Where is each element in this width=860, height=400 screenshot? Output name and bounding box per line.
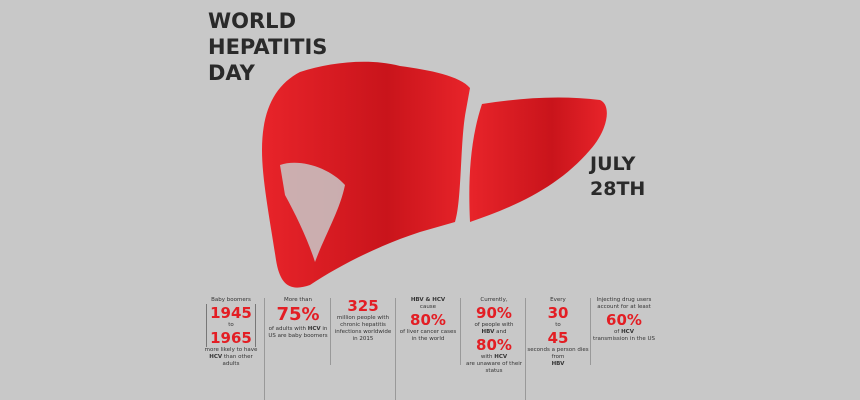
stat-text: transmission in the US [593, 336, 655, 342]
stat-number: 45 [547, 329, 569, 347]
stat-75-percent: More than 75% of adults with HCV in US a… [267, 297, 329, 340]
stat-number: 90% [476, 304, 512, 322]
event-date: JULY 28TH [590, 152, 645, 202]
divider [460, 298, 461, 365]
stat-bold: HCV [621, 329, 634, 335]
stat-text: more likely to have [204, 347, 258, 353]
stat-80-percent-cancer: HBV & HCV cause 80% of liver cancer case… [397, 297, 459, 343]
stat-bold: HBV [481, 329, 495, 335]
date-day: 28TH [590, 178, 646, 200]
stat-bold: HBV [551, 361, 565, 367]
stat-unaware: Currently, 90% of people with HBV and 80… [463, 297, 525, 375]
stat-number: 325 [347, 297, 379, 315]
stat-text: are unaware of their status [466, 361, 522, 374]
stat-text: Baby boomers [211, 297, 251, 303]
stat-text: seconds a person dies from [527, 347, 589, 360]
date-month: JULY [590, 153, 636, 175]
title-line: HEPATITIS [208, 35, 328, 59]
divider [590, 298, 591, 365]
stat-number: 80% [410, 311, 446, 329]
stat-text: of people with [474, 322, 514, 328]
stat-text: to [555, 322, 561, 328]
stat-text: cause [419, 304, 437, 310]
title-line: WORLD [208, 9, 296, 33]
stat-text: than other adults [222, 354, 253, 367]
south-america-shape [280, 162, 345, 262]
stat-number: 1965 [210, 329, 252, 347]
stat-text: and [496, 329, 507, 335]
divider [395, 298, 396, 400]
stat-text: to [228, 322, 234, 328]
divider [330, 298, 331, 365]
bracket: 1945 to 1965 [206, 304, 256, 347]
stat-text: of adults with [268, 326, 306, 332]
stat-text: of [614, 329, 620, 335]
stat-number: 75% [276, 304, 320, 325]
stat-number: 80% [476, 336, 512, 354]
stat-text: Currently, [480, 297, 508, 303]
stat-bold: HCV [209, 354, 223, 360]
stat-baby-boomers: Baby boomers 1945 to 1965 more likely to… [200, 297, 262, 368]
stat-text: of liver cancer cases in the world [399, 329, 457, 342]
stat-bold: HCV [494, 354, 508, 360]
stat-text: More than [284, 297, 312, 303]
stat-325-million: 325 million people with chronic hepatiti… [332, 297, 394, 343]
stat-text: with [480, 354, 493, 360]
liver-right-lobe [469, 97, 607, 222]
stat-bold: HBV & HCV [410, 297, 446, 303]
divider [525, 298, 526, 400]
liver-world-map-illustration [262, 61, 607, 288]
divider [264, 298, 265, 400]
page-title: WORLD HEPATITIS DAY [208, 8, 327, 86]
stat-number: 1945 [210, 304, 252, 322]
stat-number: 30 [547, 304, 569, 322]
stat-bold: HCV [307, 326, 321, 332]
stat-text: Every [550, 297, 566, 303]
stat-number: 60% [606, 311, 642, 329]
stat-text: Injecting drug users account for at leas… [596, 297, 652, 310]
stat-every-30-45-seconds: Every 30 to 45 seconds a person dies fro… [527, 297, 589, 368]
title-line: DAY [208, 61, 255, 85]
stat-text: million people with chronic hepatitis in… [334, 315, 392, 342]
stat-60-percent: Injecting drug users account for at leas… [593, 297, 655, 343]
stat-text: in US are baby boomers [268, 326, 328, 339]
